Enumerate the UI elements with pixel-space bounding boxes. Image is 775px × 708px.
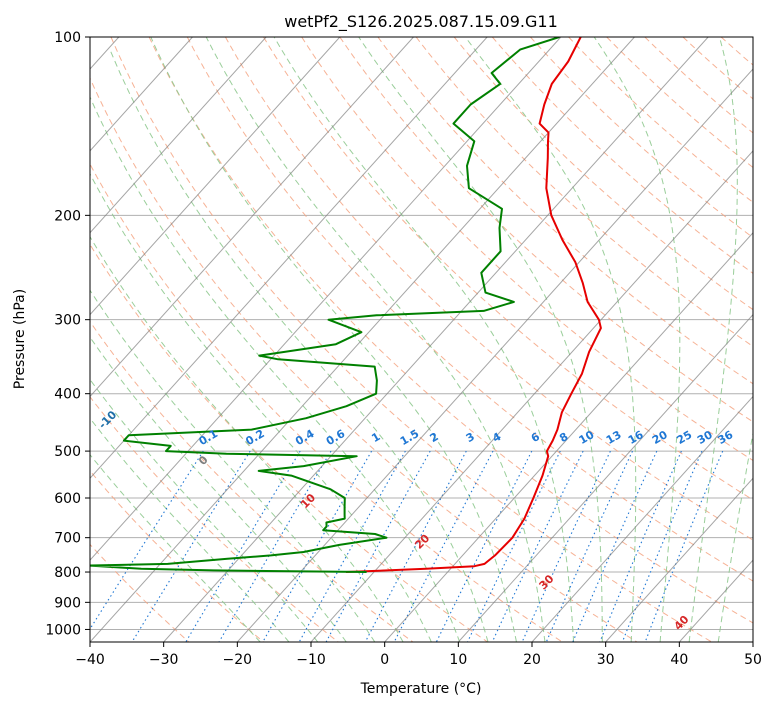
y-tick-label: 100	[54, 30, 81, 46]
y-axis-ticks: 100 200 300 400 500 600 700 800 900 1000	[45, 30, 90, 638]
isotherm-line	[90, 37, 267, 234]
y-tick-label: 900	[54, 595, 81, 611]
mixing-ratio-line	[185, 450, 301, 642]
x-tick-label: 0	[380, 652, 389, 668]
moist-adiabat	[150, 37, 517, 642]
sounding-series	[90, 37, 602, 573]
x-tick-label: −30	[149, 652, 179, 668]
moist-adiabat	[358, 37, 603, 642]
dewpoint-profile	[90, 37, 560, 573]
isotherm-line	[457, 313, 753, 642]
x-tick-label: −40	[75, 652, 105, 668]
mixing-ratio-lines	[90, 450, 724, 642]
dry-adiabat	[90, 163, 563, 642]
moist-adiabat	[90, 417, 290, 642]
temperature-profile	[345, 37, 602, 573]
isotherm-line	[90, 37, 341, 316]
isotherm-line	[310, 150, 753, 642]
x-axis-ticks: −40 −30 −20 −10 0 10 20 30 40 50	[75, 642, 762, 668]
mixing-ratio-line	[521, 450, 611, 642]
moist-adiabat	[593, 37, 681, 642]
mixing-ratio-line	[621, 450, 703, 642]
y-tick-label: 700	[54, 531, 81, 547]
x-tick-label: 50	[744, 652, 762, 668]
dry-adiabat	[530, 37, 753, 239]
x-tick-label: −20	[223, 652, 253, 668]
x-tick-label: 10	[449, 652, 467, 668]
x-axis-title: Temperature (°C)	[360, 681, 482, 697]
dry-adiabat	[224, 37, 753, 541]
plot-area: 0.10.20.40.611.52346810131620253036-100-…	[90, 37, 753, 642]
moist-adiabat	[688, 37, 738, 642]
isotherm-gridlines	[90, 37, 753, 642]
isotherm-line	[531, 395, 753, 642]
mixing-ratio-line	[298, 450, 406, 642]
dry-adiabat	[568, 37, 753, 203]
isotherm-line	[163, 37, 709, 642]
dry-adiabat	[415, 37, 753, 348]
isotherm-line	[605, 477, 753, 642]
isotherm-line	[90, 37, 193, 152]
mixing-ratio-line	[599, 450, 682, 642]
moist-adiabat	[109, 49, 489, 642]
isotherm-line	[384, 231, 753, 642]
mixing-ratio-line	[644, 450, 724, 642]
moist-adiabat	[273, 37, 575, 642]
y-tick-label: 200	[54, 208, 81, 224]
y-tick-label: 400	[54, 387, 81, 403]
isotherm-line	[90, 37, 414, 398]
y-tick-label: 600	[54, 491, 81, 507]
dry-adiabat	[377, 37, 753, 385]
moist-adiabat	[90, 453, 261, 642]
moist-adiabat	[205, 37, 546, 642]
dry-adiabat	[90, 320, 414, 642]
mixing-ratio-line	[572, 450, 658, 642]
mixing-ratio-line	[325, 450, 431, 642]
x-tick-label: 40	[670, 652, 688, 668]
dry-adiabat	[90, 396, 339, 642]
isotherm-line	[90, 37, 488, 480]
dry-adiabat	[148, 37, 753, 624]
moist-adiabat	[90, 172, 432, 642]
x-tick-label: −10	[296, 652, 326, 668]
chart-title: wetPf2_S126.2025.087.15.09.G11	[284, 12, 558, 32]
x-tick-label: 30	[597, 652, 615, 668]
plot-frame	[89, 36, 754, 643]
y-tick-label: 500	[54, 444, 81, 460]
moist-adiabat	[90, 95, 461, 642]
y-tick-label: 300	[54, 313, 81, 329]
dry-adiabats	[90, 37, 753, 642]
moist-adiabats	[90, 37, 753, 642]
moist-adiabat	[90, 235, 404, 642]
mixing-ratio-line	[262, 450, 373, 642]
dry-adiabat	[186, 37, 753, 582]
moist-adiabat	[90, 378, 319, 642]
dry-adiabat	[90, 76, 638, 642]
moist-adiabat	[464, 37, 637, 642]
x-tick-label: 20	[523, 652, 541, 668]
mixing-ratio-line	[491, 450, 584, 642]
y-tick-label: 1000	[45, 622, 81, 638]
moist-adiabat	[90, 336, 347, 642]
dry-adiabat	[339, 37, 753, 423]
mixing-ratio-line	[364, 450, 467, 642]
y-tick-label: 800	[54, 565, 81, 581]
moist-adiabat	[90, 289, 376, 642]
dry-adiabat	[263, 37, 753, 501]
y-axis-title: Pressure (hPa)	[12, 289, 28, 389]
moist-adiabat	[717, 430, 753, 642]
dry-adiabat	[90, 470, 264, 642]
mixing-ratio-line	[131, 450, 251, 642]
mixing-ratio-line	[393, 450, 494, 642]
isotherm-line	[90, 37, 635, 642]
dry-adiabat	[110, 37, 712, 642]
dry-adiabat	[90, 243, 488, 642]
mixing-ratio-line	[90, 450, 204, 631]
isotherm-line	[236, 68, 753, 642]
